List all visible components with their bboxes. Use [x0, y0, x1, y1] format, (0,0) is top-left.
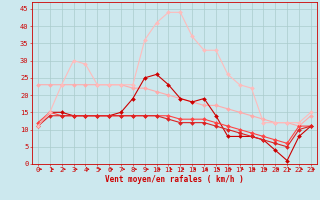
X-axis label: Vent moyen/en rafales ( km/h ): Vent moyen/en rafales ( km/h ) — [105, 175, 244, 184]
